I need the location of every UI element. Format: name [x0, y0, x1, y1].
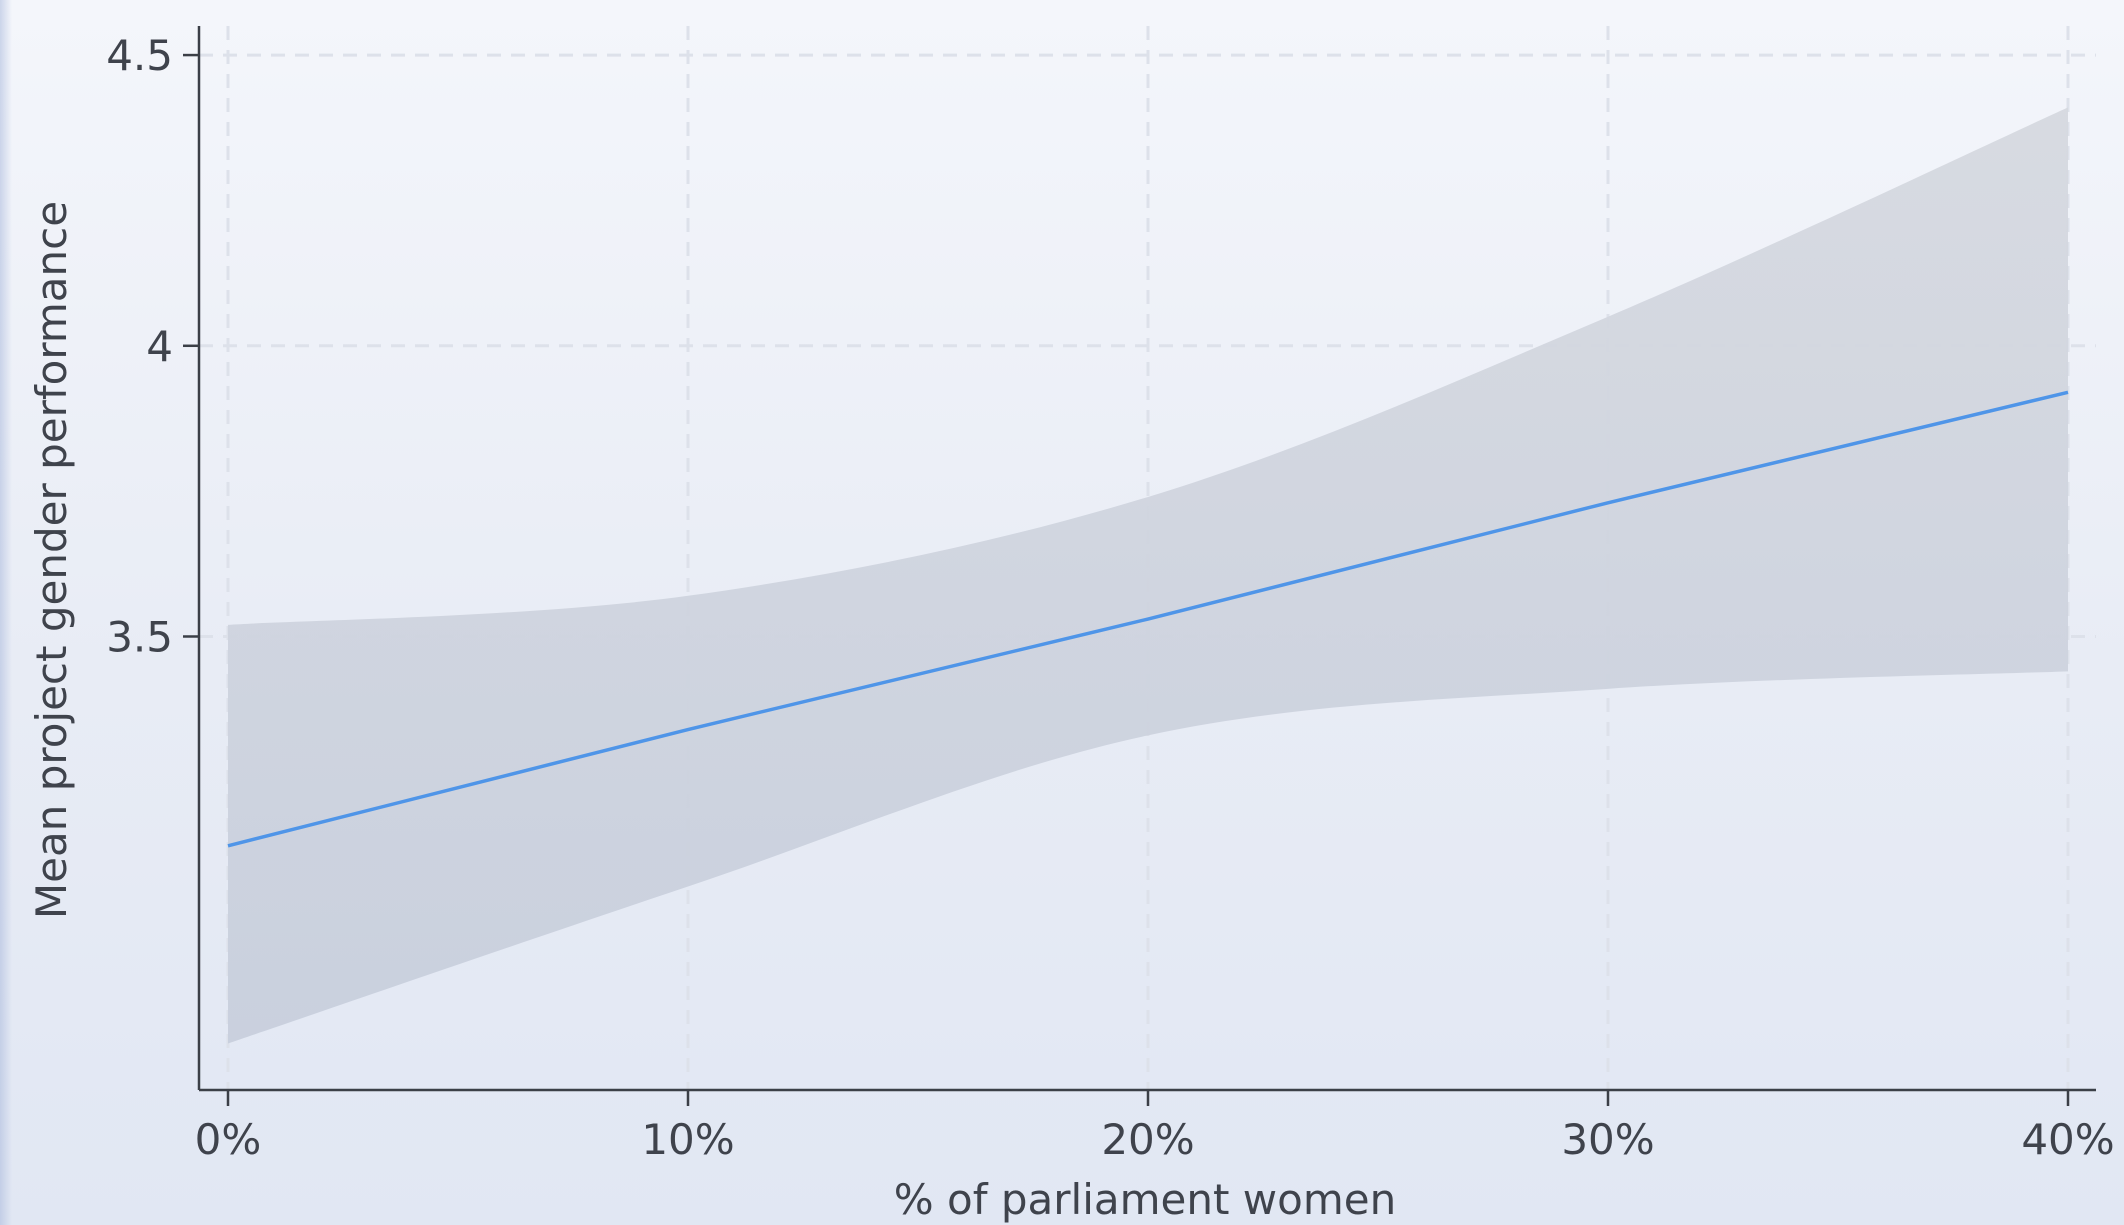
fitted-line	[227, 390, 2069, 848]
x-axis-title: % of parliament women	[894, 1175, 1396, 1224]
x-tick-label: 0%	[195, 1115, 262, 1164]
fit-line-layer	[227, 390, 2069, 848]
x-tick-label: 40%	[2021, 1115, 2114, 1164]
y-tick-label: 4	[146, 322, 173, 371]
y-axis-title: Mean project gender performance	[27, 201, 76, 919]
x-tick-label: 20%	[1101, 1115, 1194, 1164]
axes	[183, 26, 2096, 1106]
confidence-band-layer	[228, 107, 2068, 1044]
x-tick-label: 30%	[1561, 1115, 1654, 1164]
x-tick-label: 10%	[641, 1115, 734, 1164]
left-edge-decoration	[0, 0, 12, 1225]
y-tick-label: 3.5	[106, 612, 173, 661]
y-tick-label: 4.5	[106, 31, 173, 80]
confidence-band	[228, 107, 2068, 1044]
tick-labels: 0% 10% 20% 30% 40% 3.5 4 4.5	[106, 31, 2114, 1164]
